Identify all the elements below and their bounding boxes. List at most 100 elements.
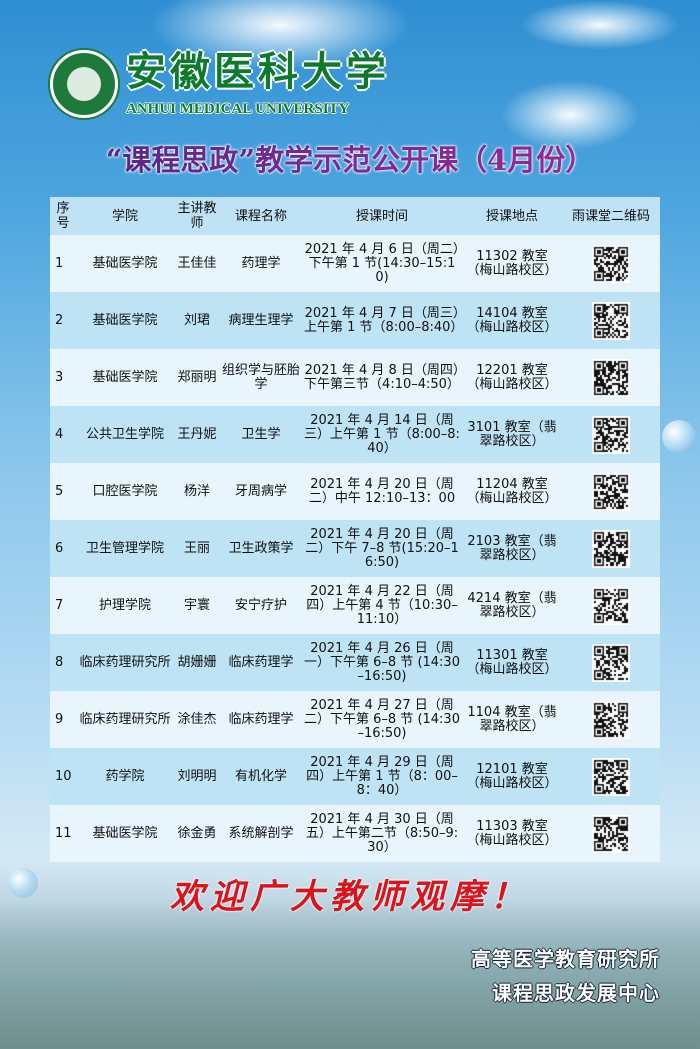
table-row: 2 基础医学院 刘珺 病理生理学 2021 年 4 月 7 日（周三）上午第 1 节（8… xyxy=(50,292,660,349)
cell-qr xyxy=(562,634,660,691)
cell-college: 基础医学院 xyxy=(76,235,174,292)
organizer-1: 高等医学教育研究所 xyxy=(471,947,660,971)
cell-qr xyxy=(562,805,660,862)
cell-qr xyxy=(562,748,660,805)
column-header: 授课时间 xyxy=(302,197,462,235)
cell-teacher: 杨洋 xyxy=(174,463,220,520)
qr-code-icon[interactable] xyxy=(592,358,630,397)
cell-no: 6 xyxy=(50,520,76,577)
cell-college: 口腔医学院 xyxy=(76,463,174,520)
cell-place: 1104 教室（翡翠路校区） xyxy=(462,691,562,748)
cell-time: 2021 年 4 月 27 日（周二）下午第 6–8 节 (14:30–16:5… xyxy=(302,691,462,748)
table-row: 8 临床药理研究所 胡姗姗 临床药理学 2021 年 4 月 26 日（周一）下午第 6… xyxy=(50,634,660,691)
cell-no: 11 xyxy=(50,805,76,862)
cell-place: 11302 教室（梅山路校区） xyxy=(462,235,562,292)
cell-qr xyxy=(562,691,660,748)
cell-teacher: 王丹妮 xyxy=(174,406,220,463)
cell-college: 基础医学院 xyxy=(76,349,174,406)
qr-code-icon[interactable] xyxy=(592,529,630,568)
qr-code-icon[interactable] xyxy=(592,244,630,283)
table-row: 3 基础医学院 郑丽明 组织学与胚胎学 2021 年 4 月 8 日（周四）下午第三节（… xyxy=(50,349,660,406)
cell-no: 9 xyxy=(50,691,76,748)
cell-no: 5 xyxy=(50,463,76,520)
cell-teacher: 刘明明 xyxy=(174,748,220,805)
cell-qr xyxy=(562,235,660,292)
cell-qr xyxy=(562,349,660,406)
cell-teacher: 徐金勇 xyxy=(174,805,220,862)
cell-time: 2021 年 4 月 20 日（周二）中午 12:10–13：00 xyxy=(302,463,462,520)
cell-course: 牙周病学 xyxy=(220,463,302,520)
table-row: 6 卫生管理学院 王丽 卫生政策学 2021 年 4 月 20 日（周二）下午 7–8 … xyxy=(50,520,660,577)
cell-qr xyxy=(562,292,660,349)
cell-place: 11301 教室（梅山路校区） xyxy=(462,634,562,691)
cell-college: 公共卫生学院 xyxy=(76,406,174,463)
qr-code-icon[interactable] xyxy=(592,301,630,340)
cell-course: 病理生理学 xyxy=(220,292,302,349)
qr-code-icon[interactable] xyxy=(592,757,630,796)
table-row: 1 基础医学院 王佳佳 药理学 2021 年 4 月 6 日（周二）下午第 1 节(14… xyxy=(50,235,660,292)
cell-no: 3 xyxy=(50,349,76,406)
bubble-decoration xyxy=(662,420,696,454)
column-header: 序号 xyxy=(50,197,76,235)
qr-code-icon[interactable] xyxy=(592,415,630,454)
bubble-decoration xyxy=(8,868,38,898)
cell-college: 临床药理研究所 xyxy=(76,634,174,691)
cell-qr xyxy=(562,577,660,634)
cell-qr xyxy=(562,520,660,577)
column-header: 学院 xyxy=(76,197,174,235)
cell-course: 临床药理学 xyxy=(220,691,302,748)
qr-code-icon[interactable] xyxy=(592,700,630,739)
table-row: 10 药学院 刘明明 有机化学 2021 年 4 月 29 日（周四）上午第 1 节（8… xyxy=(50,748,660,805)
qr-code-icon[interactable] xyxy=(592,814,630,853)
table-row: 4 公共卫生学院 王丹妮 卫生学 2021 年 4 月 14 日（周三）上午第 1 节（… xyxy=(50,406,660,463)
cell-college: 卫生管理学院 xyxy=(76,520,174,577)
cell-teacher: 王佳佳 xyxy=(174,235,220,292)
cell-course: 组织学与胚胎学 xyxy=(220,349,302,406)
university-logo xyxy=(50,50,118,118)
campus-photo xyxy=(0,899,700,1049)
cell-no: 7 xyxy=(50,577,76,634)
cell-place: 3101 教室（翡翠路校区） xyxy=(462,406,562,463)
schedule-table: 序号 学院 主讲教师 课程名称 授课时间 授课地点 雨课堂二维码 1 基础医学院 王佳佳 药理学 2… xyxy=(50,197,660,862)
university-name-cn: 安徽医科大学 xyxy=(126,48,390,95)
welcome-slogan: 欢迎广大教师观摩！ xyxy=(170,877,530,917)
organizer-2: 课程思政发展中心 xyxy=(492,981,660,1005)
cell-course: 有机化学 xyxy=(220,748,302,805)
cell-teacher: 涂佳杰 xyxy=(174,691,220,748)
cell-no: 10 xyxy=(50,748,76,805)
cell-qr xyxy=(562,406,660,463)
column-header: 雨课堂二维码 xyxy=(562,197,660,235)
poster-title: “课程思政”教学示范公开课（4月份） xyxy=(0,142,700,178)
university-name-en: ANHUI MEDICAL UNIVERSITY xyxy=(126,101,350,117)
cloud xyxy=(500,80,640,150)
cell-time: 2021 年 4 月 22 日（周四）上午第 4 节（10:30–11:10） xyxy=(302,577,462,634)
cell-place: 12101 教室（梅山路校区） xyxy=(462,748,562,805)
qr-code-icon[interactable] xyxy=(592,643,630,682)
table-row: 5 口腔医学院 杨洋 牙周病学 2021 年 4 月 20 日（周二）中午 12:10–… xyxy=(50,463,660,520)
column-header: 课程名称 xyxy=(220,197,302,235)
cell-no: 8 xyxy=(50,634,76,691)
cell-qr xyxy=(562,463,660,520)
cell-time: 2021 年 4 月 7 日（周三）上午第 1 节（8:00–8:40） xyxy=(302,292,463,349)
column-header: 主讲教师 xyxy=(174,197,220,235)
cell-place: 11303 教室（梅山路校区） xyxy=(462,805,562,862)
cell-teacher: 宇寰 xyxy=(174,577,220,634)
cloud xyxy=(150,0,410,70)
cell-time: 2021 年 4 月 30 日（周五）上午第二节（8:50–9:30） xyxy=(302,805,462,862)
table-row: 7 护理学院 宇寰 安宁疗护 2021 年 4 月 22 日（周四）上午第 4 节（10… xyxy=(50,577,660,634)
cell-place: 14104 教室（梅山路校区） xyxy=(462,292,562,349)
cell-college: 护理学院 xyxy=(76,577,174,634)
cell-college: 临床药理研究所 xyxy=(76,691,174,748)
qr-code-icon[interactable] xyxy=(592,472,630,511)
cell-college: 基础医学院 xyxy=(76,292,174,349)
column-header: 授课地点 xyxy=(462,197,562,235)
cell-place: 12201 教室（梅山路校区） xyxy=(462,349,562,406)
table-header: 序号 学院 主讲教师 课程名称 授课时间 授课地点 雨课堂二维码 xyxy=(50,197,660,235)
cell-course: 药理学 xyxy=(220,235,302,292)
cell-time: 2021 年 4 月 20 日（周二）下午 7–8 节(15:20–16:50) xyxy=(302,520,462,577)
table-row: 9 临床药理研究所 涂佳杰 临床药理学 2021 年 4 月 27 日（周二）下午第 6… xyxy=(50,691,660,748)
cell-place: 4214 教室（翡翠路校区） xyxy=(462,577,562,634)
qr-code-icon[interactable] xyxy=(592,586,630,625)
cell-time: 2021 年 4 月 29 日（周四）上午第 1 节（8：00–8：40） xyxy=(302,748,462,805)
